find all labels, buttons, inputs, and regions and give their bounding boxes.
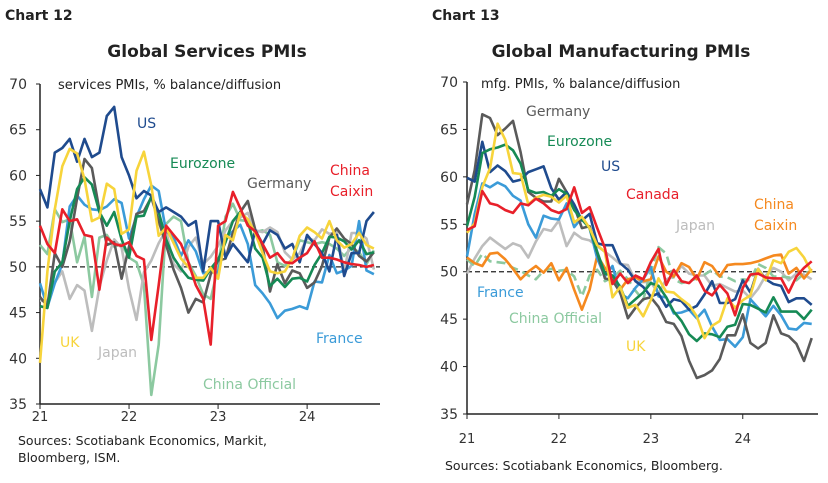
chart-12-y-tick-label: 40 xyxy=(9,351,27,367)
chart-12-y-tick-label: 45 xyxy=(9,306,27,322)
chart-13-series-uk xyxy=(465,122,813,340)
chart-13-y-tick-label: 50 xyxy=(440,265,458,281)
chart-13-y-tick-label: 45 xyxy=(440,312,458,328)
chart-12-series-uk xyxy=(38,147,375,364)
chart-13-subtitle: mfg. PMIs, % balance/diffusion xyxy=(481,77,681,92)
chart-13-label-uk: UK xyxy=(626,339,646,355)
chart-13-y-tick-label: 70 xyxy=(440,75,458,91)
chart-13-series-china-caixin xyxy=(466,251,813,312)
chart-12-label-uk: UK xyxy=(60,335,80,351)
chart-13-label-canada: Canada xyxy=(626,187,679,203)
chart-13-source-1: Sources: Scotiabank Economics, Bloomberg… xyxy=(445,458,723,473)
chart-13-x-tick-label: 22 xyxy=(551,432,568,447)
chart-12-source-1: Sources: Scotiabank Economics, Markit, xyxy=(18,433,267,448)
chart-13-y-tick-label: 65 xyxy=(440,122,458,138)
chart-13-y-tick-label: 40 xyxy=(440,360,458,376)
chart-12-y-tick-label: 60 xyxy=(9,168,27,184)
chart-13-label-france: France xyxy=(477,285,524,301)
chart-13-y-tick-label: 60 xyxy=(440,170,458,186)
chart-13-series-canada xyxy=(466,186,813,317)
chart-13-y-tick-label: 35 xyxy=(440,407,458,423)
chart-13-label-germany: Germany xyxy=(526,104,590,120)
chart-12-y-tick-label: 65 xyxy=(9,123,27,139)
chart-12-y-tick-label: 55 xyxy=(9,214,27,230)
chart-13-title: Global Manufacturing PMIs xyxy=(491,42,751,62)
chart-13-number: Chart 13 xyxy=(432,8,500,24)
chart-12-y-tick-label: 50 xyxy=(9,260,27,276)
chart-12-series-germany xyxy=(38,157,375,314)
chart-12-label-germany: Germany xyxy=(247,176,311,192)
chart-13-label-china-official: China Official xyxy=(509,311,602,327)
chart-12-x-tick-label: 21 xyxy=(32,410,49,425)
chart-13-label-eurozone: Eurozone xyxy=(547,134,612,150)
chart-12-number: Chart 12 xyxy=(5,8,73,24)
chart-13-series-eurozone xyxy=(465,143,813,343)
chart-13-x-tick-label: 24 xyxy=(734,432,751,447)
chart-12-x-tick-label: 22 xyxy=(121,410,138,425)
chart-12-label-eurozone: Eurozone xyxy=(170,156,235,172)
chart-12-label-france: France xyxy=(316,331,363,347)
chart-12-label-us: US xyxy=(137,116,156,132)
chart-13-y-tick-label: 55 xyxy=(440,217,458,233)
chart-12-source-2: Bloomberg, ISM. xyxy=(18,450,121,465)
chart-12-series-china-caixin xyxy=(38,190,375,346)
chart-12-subtitle: services PMIs, % balance/diffusion xyxy=(58,78,282,93)
chart-13-series-germany xyxy=(465,113,813,380)
chart-13-label-japan: Japan xyxy=(675,218,715,234)
chart-12-x-tick-label: 24 xyxy=(299,410,316,425)
chart-12-x-tick-label: 23 xyxy=(210,410,227,425)
chart-12-y-tick-label: 35 xyxy=(9,397,27,413)
chart-13-x-tick-label: 23 xyxy=(643,432,660,447)
chart-12-y-tick-label: 70 xyxy=(9,77,27,93)
chart-12-title: Global Services PMIs xyxy=(107,42,307,62)
chart-12-label-japan: Japan xyxy=(97,345,137,361)
chart-13-label-us: US xyxy=(601,159,620,175)
chart-12-label-china-official: China Official xyxy=(203,377,296,393)
chart-13-label-china-caixin: China Caixin xyxy=(754,197,797,234)
chart-12-label-china-caixin: China Caixin xyxy=(330,163,373,200)
chart-13-series-china-official xyxy=(466,245,813,302)
chart-13-x-tick-label: 21 xyxy=(459,432,476,447)
